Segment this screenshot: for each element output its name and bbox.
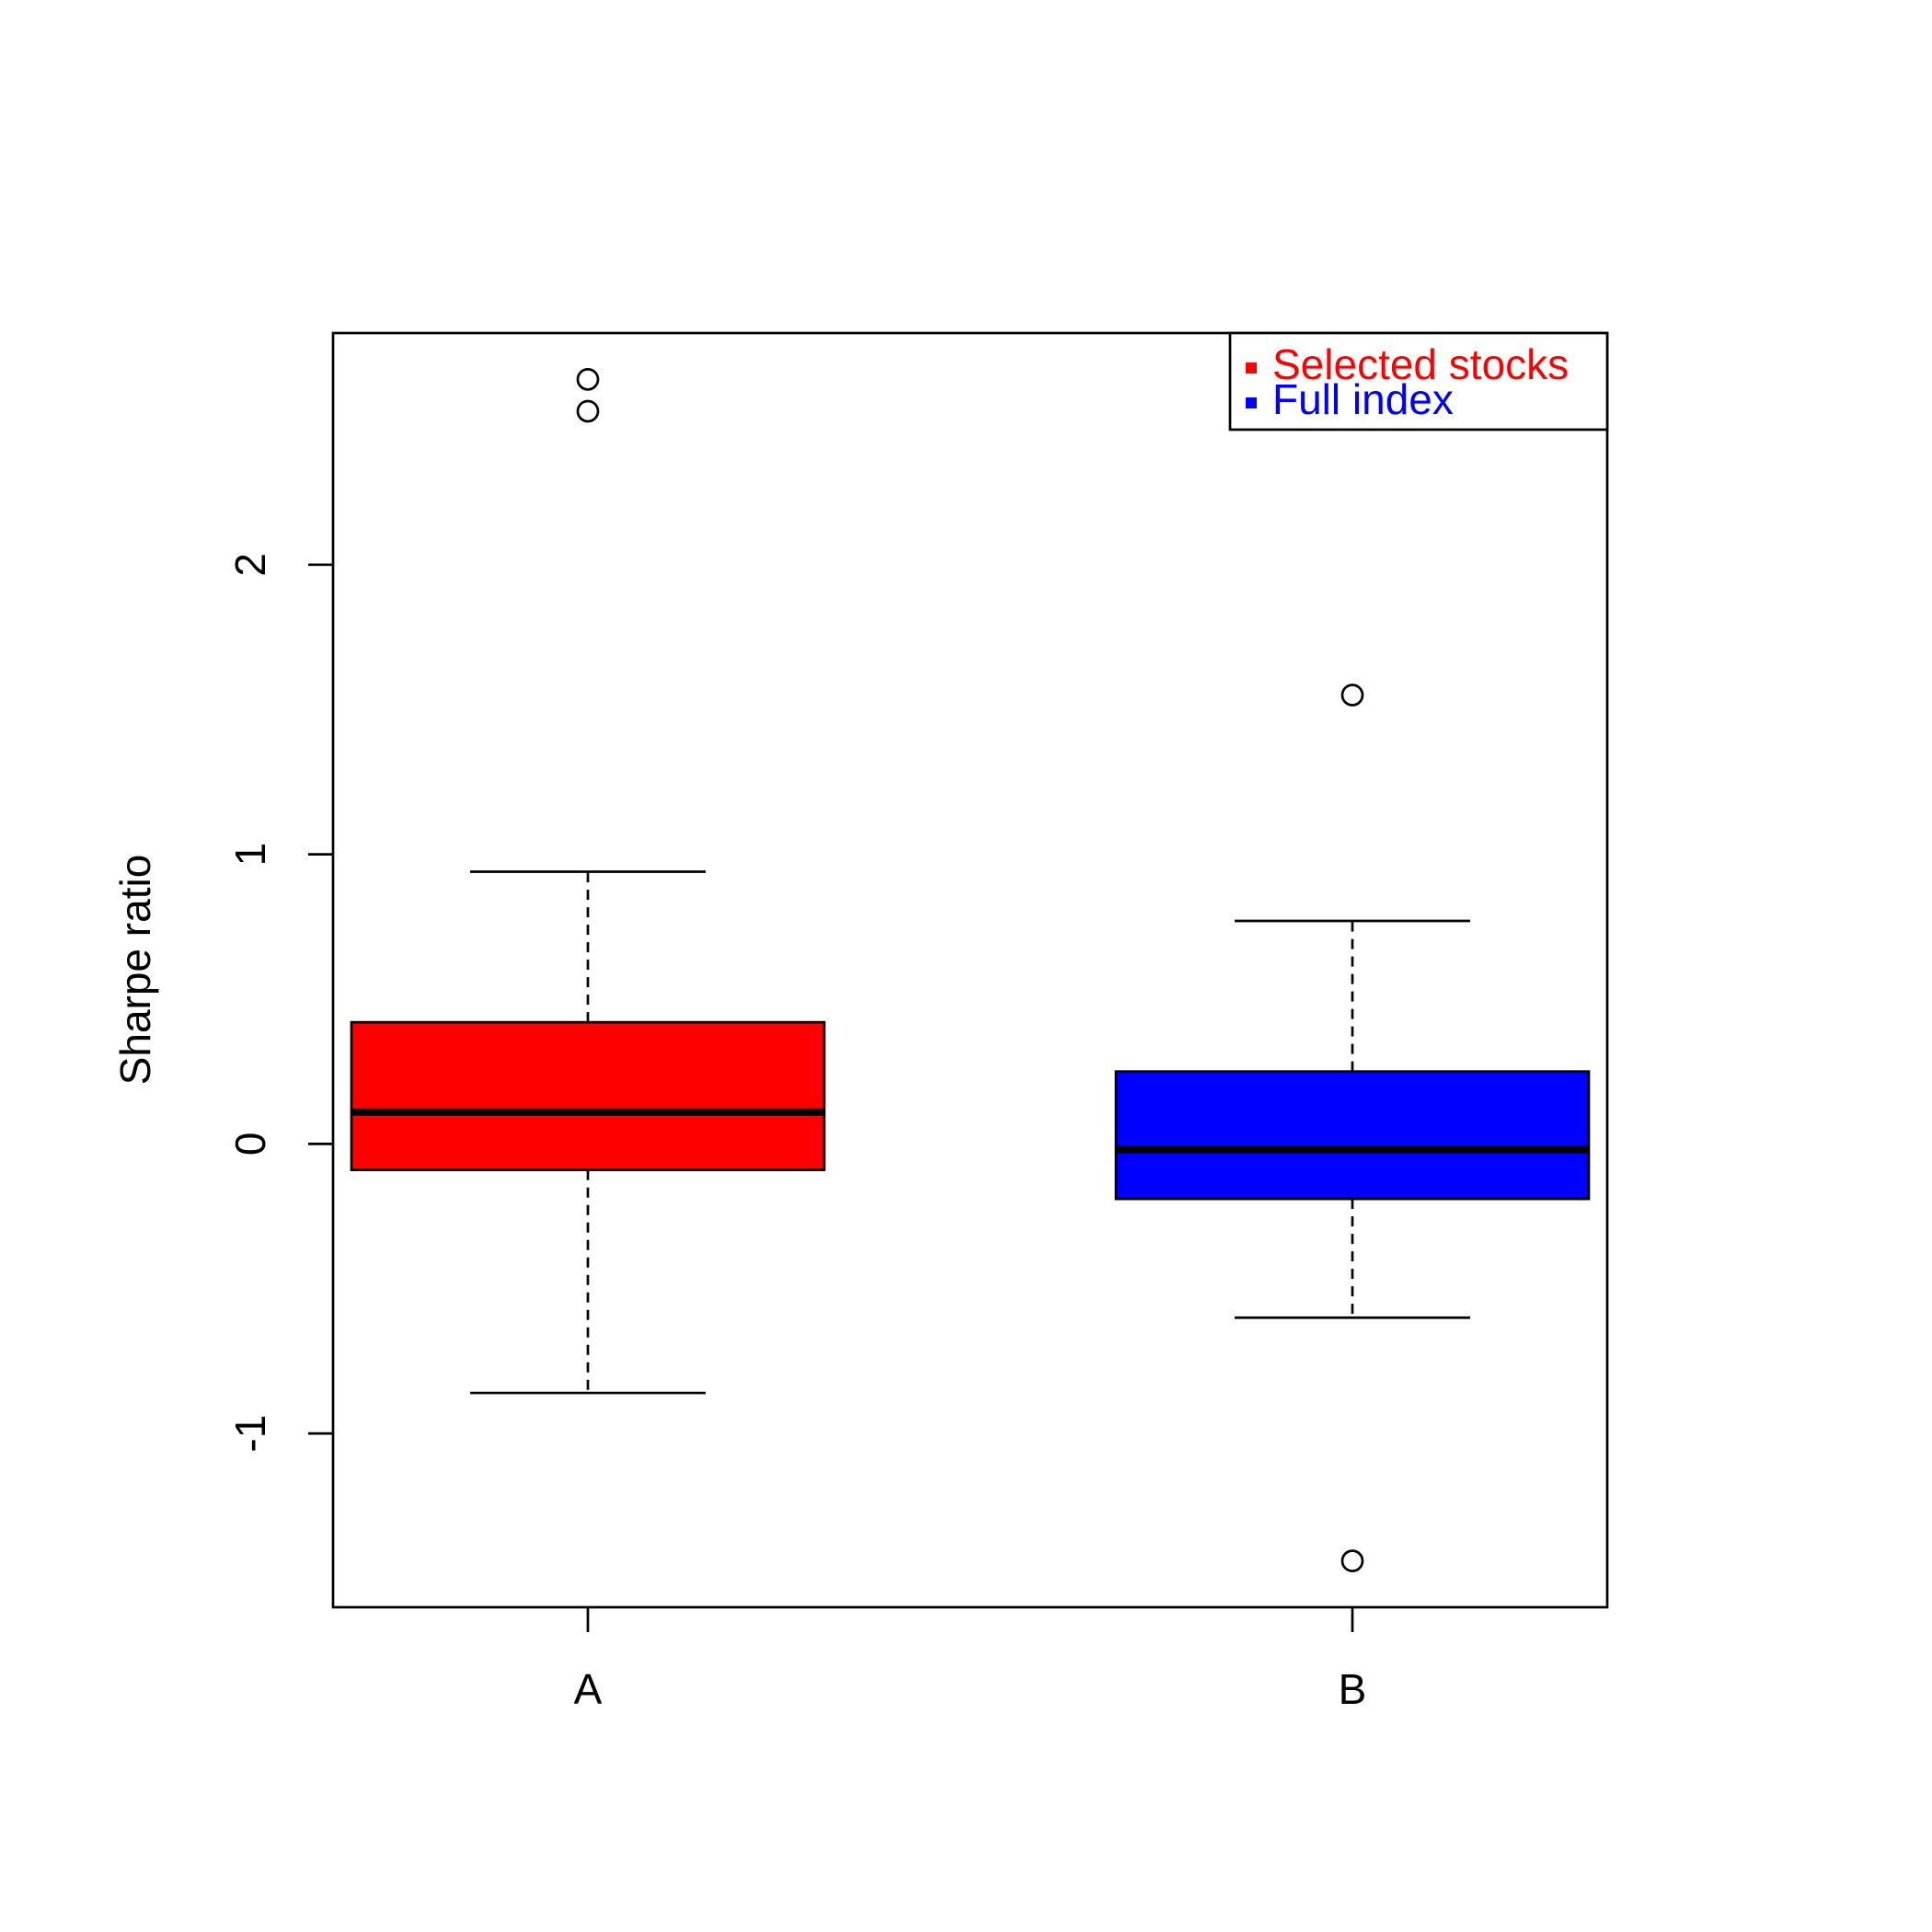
outlier [576, 368, 600, 391]
outlier [1340, 684, 1364, 707]
plot-frame [331, 331, 1609, 1609]
legend-label: Selected stocks [1272, 340, 1569, 388]
box [350, 1020, 826, 1172]
legend-label: Full index [1272, 375, 1454, 423]
x-tick-label: B [1339, 1665, 1367, 1713]
y-tick-label: 0 [226, 1133, 274, 1156]
legend-swatch [1246, 362, 1257, 374]
x-tick-label: A [574, 1665, 603, 1713]
legend-swatch [1246, 397, 1257, 408]
y-axis-label: Sharpe ratio [111, 855, 159, 1086]
outlier [576, 399, 600, 423]
y-tick-label: 1 [226, 843, 274, 867]
y-tick-label: 2 [226, 553, 274, 577]
box [1114, 1070, 1591, 1201]
legend-box [1228, 331, 1609, 431]
outlier [1340, 1549, 1364, 1572]
y-tick-label: -1 [226, 1415, 274, 1453]
